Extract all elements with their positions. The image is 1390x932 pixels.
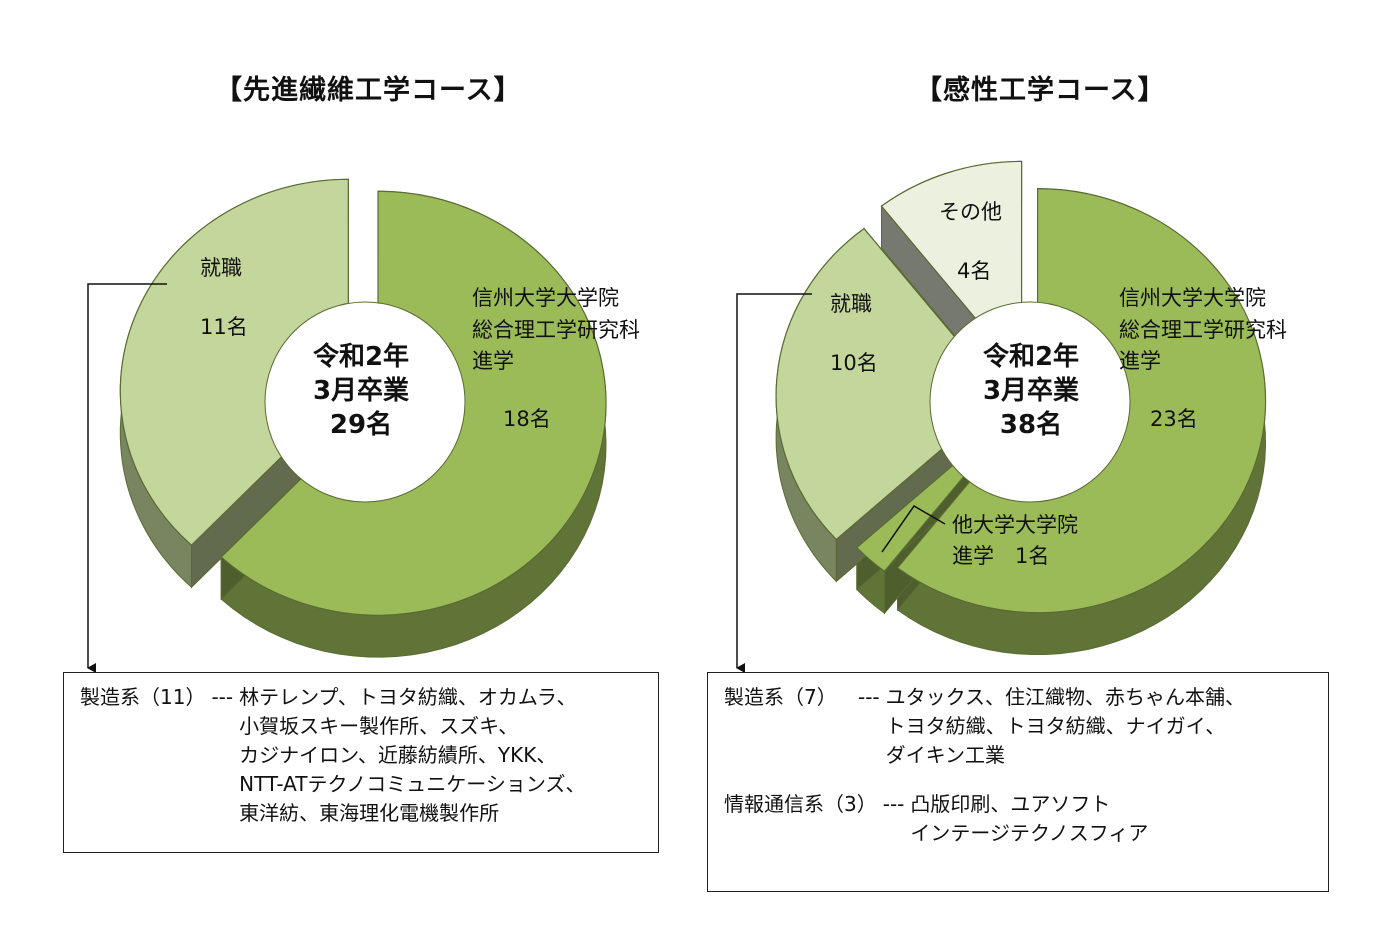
- callout-box-left: 製造系（11） --- 林テレンプ、トヨタ紡織、オカムラ、 小賀坂スキー製作所、…: [63, 672, 659, 853]
- company-line: トヨタ紡織、トヨタ紡織、ナイガイ、: [885, 714, 1226, 738]
- slice-label-right-other-grad-line2: 進学 1名: [952, 544, 1049, 568]
- callout-row-left-manufacturing: 製造系（11） --- 林テレンプ、トヨタ紡織、オカムラ、 小賀坂スキー製作所、…: [80, 683, 658, 828]
- leader-line-right-other-grad: [881, 505, 946, 553]
- center-text-left-line2: 3月卒業: [313, 375, 409, 406]
- category-label: 製造系（7）: [724, 685, 837, 709]
- pie-slice-1: [119, 178, 349, 547]
- company-line: ダイキン工業: [885, 743, 1006, 767]
- company-list: ユタックス、住江織物、赤ちゃん本舗、 トヨタ紡織、トヨタ紡織、ナイガイ、 ダイキ…: [886, 683, 1245, 770]
- center-hole: [929, 301, 1131, 503]
- slice-label-right-employment: 就職: [830, 292, 872, 316]
- slice-label-right-shinshu-line1: 信州大学大学院: [1119, 286, 1266, 310]
- dash-separator: ---: [858, 685, 880, 709]
- company-line: 東洋紡、東海理化電機製作所: [239, 801, 500, 825]
- pie-slice-2: [775, 227, 1005, 541]
- center-text-left-line1: 令和2年: [313, 341, 409, 372]
- callout-arrow-left: [87, 283, 167, 673]
- slice-label-left-shinshu-line2: 総合理工学研究科: [472, 318, 640, 342]
- center-text-right-line2: 3月卒業: [983, 375, 1079, 406]
- company-line: ユタックス、住江織物、赤ちゃん本舗、: [885, 685, 1246, 709]
- callout-arrow-right: [736, 293, 812, 673]
- slice-value-right-other: 4名: [957, 259, 991, 283]
- callout-row-right-ict: 情報通信系（3） --- 凸版印刷、ユアソフト インテージテクノスフィア: [724, 790, 1328, 848]
- company-list: 凸版印刷、ユアソフト インテージテクノスフィア: [910, 790, 1148, 848]
- callout-row-right-manufacturing: 製造系（7） --- ユタックス、住江織物、赤ちゃん本舗、 トヨタ紡織、トヨタ紡…: [724, 683, 1328, 770]
- company-line: インテージテクノスフィア: [910, 821, 1149, 845]
- slice-label-right-other-grad-line1: 他大学大学院: [952, 513, 1078, 537]
- company-list: 林テレンプ、トヨタ紡織、オカムラ、 小賀坂スキー製作所、スズキ、 カジナイロン、…: [239, 683, 585, 828]
- slice-label-right-shinshu-line2: 総合理工学研究科: [1119, 318, 1287, 342]
- pie-right: [775, 160, 1267, 655]
- center-text-left-line3: 29名: [330, 409, 392, 440]
- company-line: 小賀坂スキー製作所、スズキ、: [239, 714, 519, 738]
- category-label: 情報通信系（3）: [724, 792, 877, 816]
- pie-left: [119, 178, 607, 658]
- slice-label-right-shinshu-line3: 進学: [1119, 349, 1161, 373]
- center-hole: [264, 301, 466, 503]
- chart-title-kansei: 【感性工学コース】: [915, 75, 1166, 106]
- category-label: 製造系（11）: [80, 685, 206, 709]
- center-text-right-line3: 38名: [1000, 409, 1062, 440]
- slice-value-right-employment: 10名: [830, 351, 878, 375]
- slice-value-left-employment: 11名: [200, 315, 248, 339]
- slice-label-right-other: その他: [939, 200, 1002, 224]
- company-line: 林テレンプ、トヨタ紡織、オカムラ、: [239, 685, 577, 709]
- slice-value-left-shinshu: 18名: [503, 407, 551, 431]
- dash-separator: ---: [211, 685, 234, 709]
- slice-label-left-shinshu-line3: 進学: [472, 349, 514, 373]
- dash-separator: ---: [882, 792, 905, 816]
- center-text-right-line1: 令和2年: [983, 341, 1079, 372]
- slice-label-left-shinshu-line1: 信州大学大学院: [472, 286, 619, 310]
- slice-value-right-shinshu: 23名: [1150, 407, 1198, 431]
- callout-box-right: 製造系（7） --- ユタックス、住江織物、赤ちゃん本舗、 トヨタ紡織、トヨタ紡…: [707, 672, 1329, 892]
- company-line: 凸版印刷、ユアソフト: [910, 792, 1111, 816]
- chart-title-advanced-fiber: 【先進繊維工学コース】: [215, 75, 522, 106]
- company-line: カジナイロン、近藤紡績所、YKK、: [239, 743, 557, 767]
- slice-label-left-employment: 就職: [200, 256, 242, 280]
- company-line: NTT-ATテクノコミュニケーションズ、: [239, 772, 586, 796]
